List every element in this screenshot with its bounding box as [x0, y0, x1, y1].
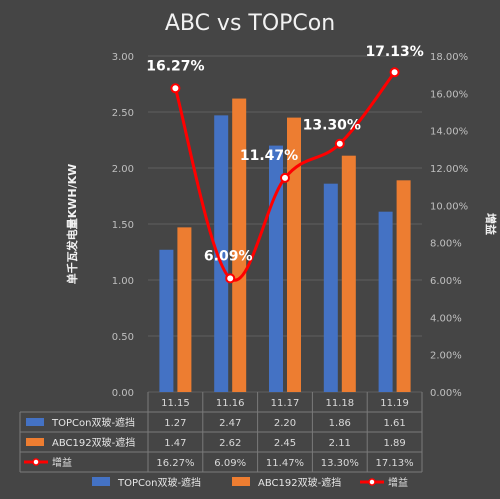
table-row-label: TOPCon双玻-遮挡 [51, 416, 135, 429]
table-cell: 1.27 [164, 418, 186, 429]
category-label: 11.16 [216, 398, 245, 409]
table-cell: 2.47 [219, 418, 241, 429]
legend-label: TOPCon双玻-遮挡 [117, 476, 201, 489]
category-label: 11.15 [161, 398, 190, 409]
y2-tick-label: 2.00% [430, 351, 462, 362]
gain-point-2 [280, 172, 290, 183]
table-cell: 2.45 [274, 438, 296, 449]
table-cell: 17.13% [376, 458, 414, 469]
y-tick-label: 1.00 [112, 276, 134, 287]
y2-tick-label: 12.00% [430, 164, 468, 175]
table-row-label: ABC192双玻-遮挡 [52, 436, 135, 449]
bar-topcon-3 [323, 183, 338, 392]
gain-point-label-4: 17.13% [365, 44, 423, 60]
y2-tick-label: 10.00% [430, 201, 468, 212]
bar-abc192-2 [287, 117, 301, 392]
y2-tick-label: 4.00% [430, 313, 462, 324]
table-legend-key [26, 418, 44, 426]
y2-axis-title: 增益 [484, 213, 498, 235]
gain-point-0 [170, 83, 181, 94]
legend-label: 增益 [388, 476, 408, 489]
bar-abc192-0 [177, 227, 192, 392]
y-tick-label: 0.00 [112, 388, 134, 399]
y-tick-label: 2.00 [112, 164, 134, 175]
table-cell: 13.30% [321, 458, 359, 469]
bar-topcon-2 [269, 145, 283, 392]
y-axis-title: 单千瓦发电量KWH/KW [65, 164, 79, 285]
y2-tick-label: 18.00% [430, 52, 468, 63]
legend-key [368, 478, 376, 486]
category-label: 11.17 [271, 398, 300, 409]
y-tick-label: 2.50 [112, 108, 134, 119]
table-cell: 1.86 [329, 418, 351, 429]
table-legend-key [32, 458, 40, 466]
legend-key [232, 477, 250, 486]
gain-point-label-3: 13.30% [303, 118, 361, 134]
bar-topcon-1 [214, 115, 229, 393]
gain-line [173, 71, 396, 282]
gain-point-label-2: 11.47% [240, 148, 298, 164]
y2-tick-label: 8.00% [430, 239, 462, 250]
gain-point-label-0: 16.27% [146, 58, 204, 74]
y2-tick-label: 0.00% [430, 388, 462, 399]
y2-tick-label: 14.00% [430, 127, 468, 138]
gain-point-4 [389, 67, 400, 78]
chart-title: ABC vs TOPCon [165, 11, 335, 36]
bar-abc192-4 [396, 180, 411, 392]
category-label: 11.18 [325, 398, 354, 409]
table-cell: 1.61 [383, 418, 405, 429]
bar-topcon-4 [378, 211, 393, 392]
table-cell: 2.11 [329, 438, 351, 449]
y2-tick-label: 6.00% [430, 276, 462, 287]
table-cell: 2.62 [219, 438, 241, 449]
gain-point-label-1: 6.09% [204, 248, 253, 264]
y-tick-label: 1.50 [112, 220, 134, 231]
table-cell: 11.47% [266, 458, 304, 469]
bar-topcon-0 [159, 249, 174, 392]
gain-point-3 [334, 138, 345, 149]
table-legend-key [26, 438, 44, 446]
bar-abc192-1 [232, 98, 247, 392]
gain-point-1 [225, 273, 236, 284]
y2-tick-label: 16.00% [430, 89, 468, 100]
table-cell: 1.89 [383, 438, 405, 449]
y-tick-label: 3.00 [112, 52, 134, 63]
table-cell: 16.27% [156, 458, 194, 469]
table-cell: 1.47 [164, 438, 186, 449]
table-row-label: 增益 [52, 456, 72, 469]
bar-abc192-3 [341, 155, 356, 392]
legend-label: ABC192双玻-遮挡 [258, 476, 341, 489]
table-cell: 6.09% [214, 458, 246, 469]
table-cell: 2.20 [274, 418, 296, 429]
category-label: 11.19 [380, 398, 409, 409]
legend-key [92, 477, 110, 486]
y-tick-label: 0.50 [112, 332, 134, 343]
